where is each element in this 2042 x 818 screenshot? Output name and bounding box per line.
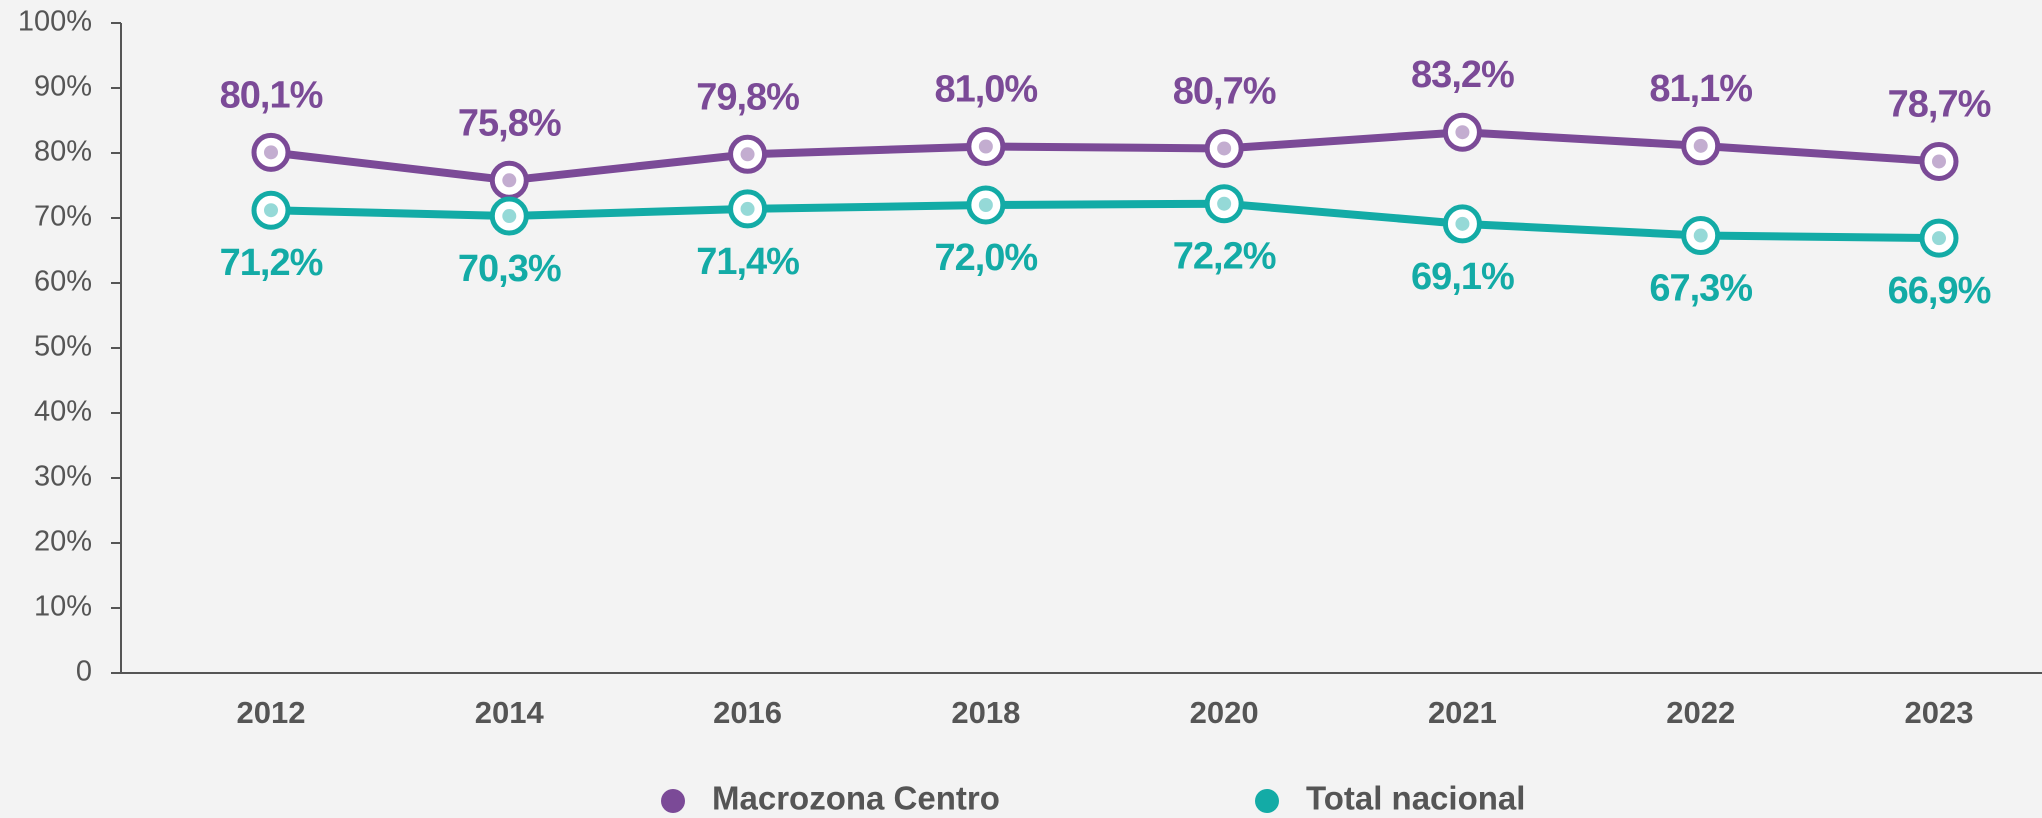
data-label: 75,8% <box>458 102 561 144</box>
point-dot <box>502 209 517 224</box>
point-dot <box>978 198 993 212</box>
series-line <box>270 199 1940 243</box>
data-label: 78,7% <box>1888 83 1991 125</box>
point-dot <box>1217 196 1232 211</box>
y-tick-label: 50% <box>34 331 92 363</box>
point <box>251 190 291 230</box>
y-tick-label: 70% <box>34 201 92 233</box>
y-tick-label: 0 <box>76 656 92 688</box>
point-dot <box>264 203 278 218</box>
data-label: 83,2% <box>1411 54 1514 96</box>
point-dot <box>1932 231 1946 246</box>
legend-label: Macrozona Centro <box>712 780 1000 817</box>
point <box>1442 112 1482 152</box>
data-label: 72,0% <box>934 237 1037 279</box>
data-label: 70,3% <box>458 248 561 290</box>
point <box>1681 126 1721 166</box>
point-dot <box>1455 125 1470 140</box>
data-label: 80,1% <box>220 74 323 116</box>
point-dot <box>978 139 993 154</box>
point <box>728 189 768 229</box>
series-line <box>270 128 1940 185</box>
point <box>1204 184 1244 224</box>
legend-label: Total nacional <box>1306 780 1525 817</box>
point <box>251 132 291 172</box>
x-tick-label: 2022 <box>1666 695 1735 730</box>
x-tick-label: 2021 <box>1428 695 1497 730</box>
x-tick-label: 2023 <box>1905 695 1974 730</box>
point-dot <box>1693 228 1708 243</box>
x-tick-label: 2012 <box>237 695 306 730</box>
point <box>1204 128 1244 168</box>
point-dot <box>1693 138 1708 153</box>
y-tick-label: 40% <box>34 396 92 428</box>
point <box>1442 204 1482 244</box>
point <box>1919 141 1959 181</box>
y-tick-label: 60% <box>34 266 92 298</box>
point <box>1919 218 1959 258</box>
point <box>1681 216 1721 256</box>
y-tick-label: 100% <box>18 6 92 38</box>
data-label: 81,0% <box>934 69 1037 111</box>
point <box>728 134 768 174</box>
point-dot <box>264 145 278 160</box>
y-tick-label: 10% <box>34 591 92 623</box>
x-tick-label: 2014 <box>475 695 545 730</box>
point-dot <box>740 147 755 162</box>
y-tick-label: 90% <box>34 71 92 103</box>
y-tick-label: 80% <box>34 136 92 168</box>
data-label: 81,1% <box>1649 68 1752 110</box>
point <box>966 127 1006 166</box>
data-label: 72,2% <box>1173 236 1276 278</box>
point-dot <box>502 173 517 188</box>
point <box>489 196 529 236</box>
point <box>966 185 1006 225</box>
data-label: 67,3% <box>1649 268 1752 310</box>
point-dot <box>1455 216 1470 231</box>
data-label: 69,1% <box>1411 256 1514 298</box>
y-tick-label: 20% <box>34 526 92 558</box>
data-label: 79,8% <box>696 76 799 118</box>
x-tick-label: 2016 <box>713 695 782 730</box>
point-dot <box>1217 141 1232 156</box>
y-tick-label: 30% <box>34 461 92 493</box>
data-label: 66,9% <box>1888 270 1991 312</box>
data-label: 71,4% <box>696 241 799 283</box>
point-dot <box>1932 154 1946 169</box>
point-dot <box>740 201 755 216</box>
legend-marker <box>661 789 685 813</box>
x-tick-label: 2018 <box>951 695 1020 730</box>
data-label: 80,7% <box>1173 70 1276 112</box>
legend-marker <box>1255 789 1279 813</box>
data-label: 71,2% <box>220 242 323 284</box>
x-tick-label: 2020 <box>1190 695 1259 730</box>
